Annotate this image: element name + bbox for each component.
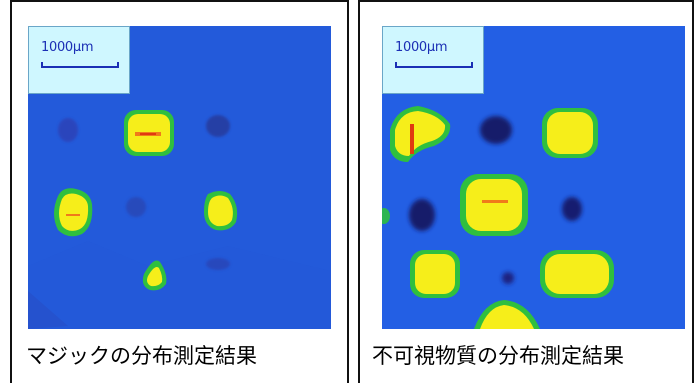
scale-bar-box: 1000μm bbox=[28, 26, 130, 94]
heatmap-image-marker: 1000μm bbox=[28, 26, 331, 329]
scale-bar-box: 1000μm bbox=[382, 26, 484, 94]
low-spot bbox=[409, 199, 435, 231]
high-spot bbox=[124, 110, 174, 156]
caption-invisible-substance: 不可視物質の分布測定結果 bbox=[372, 344, 624, 368]
scale-bar-icon bbox=[395, 62, 473, 68]
high-spot bbox=[460, 174, 528, 236]
panel-invisible-substance-distribution: 1000μm 不可視物質の分布測定結果 bbox=[358, 0, 694, 383]
high-spot bbox=[410, 250, 460, 298]
high-spot bbox=[390, 106, 451, 162]
high-spot bbox=[142, 260, 167, 291]
low-spot bbox=[502, 272, 514, 284]
low-spot bbox=[562, 197, 582, 221]
panel-marker-distribution: 1000μm マジックの分布測定結果 bbox=[10, 0, 349, 383]
high-spot bbox=[540, 250, 614, 298]
low-spot bbox=[480, 116, 512, 144]
caption-marker: マジックの分布測定結果 bbox=[26, 344, 257, 368]
high-spot bbox=[542, 108, 598, 158]
high-spot bbox=[474, 300, 540, 329]
scale-label: 1000μm bbox=[41, 40, 94, 55]
heatmap-image-invisible: 1000μm bbox=[382, 26, 685, 329]
high-spot bbox=[54, 188, 93, 237]
scale-label: 1000μm bbox=[395, 40, 448, 55]
high-spot bbox=[204, 191, 238, 231]
scale-bar-icon bbox=[41, 62, 119, 68]
